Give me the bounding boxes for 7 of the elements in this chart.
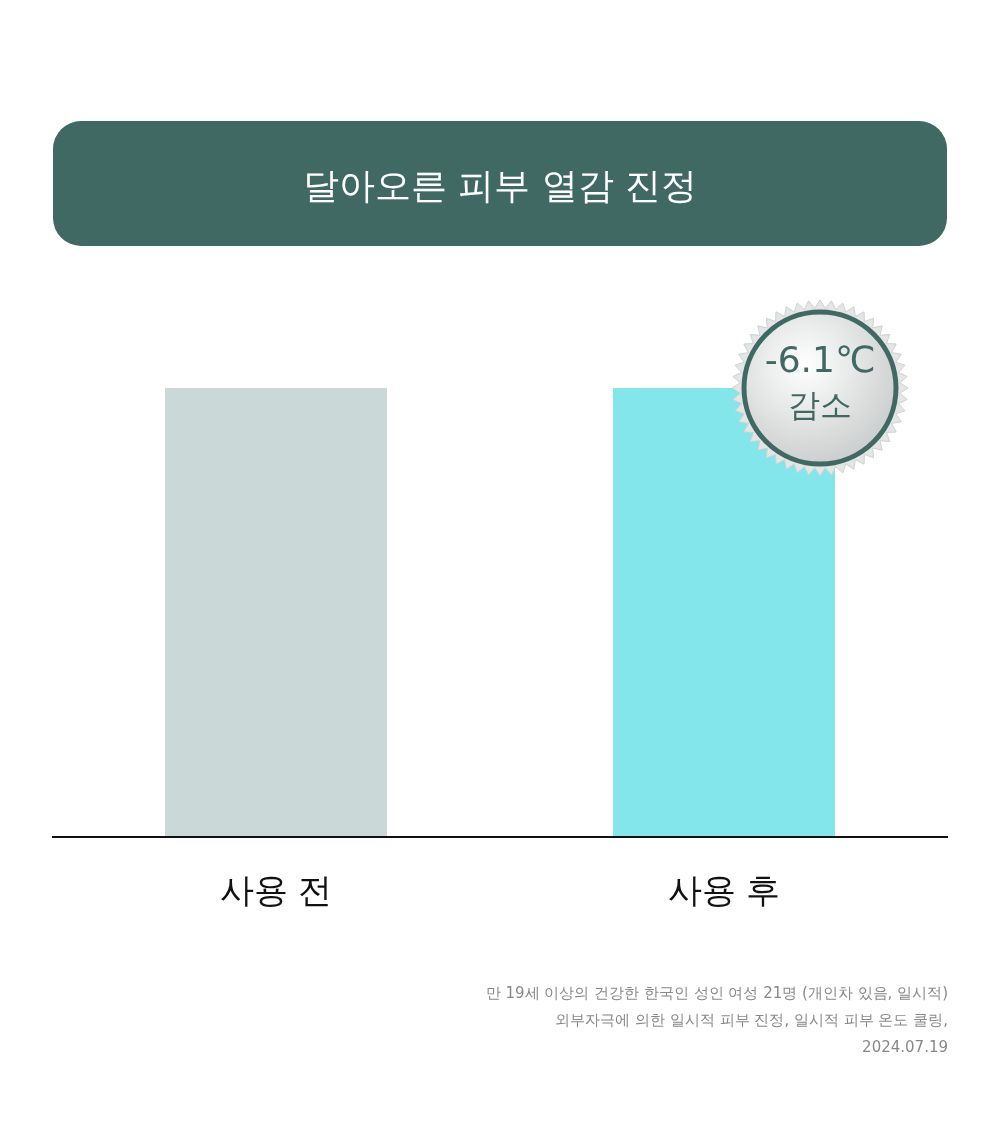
x-tick-label: 사용 전: [219, 870, 333, 910]
text: 만 19세 이상의 건강한 한국인 성인 여성 21명 (개인차 있음, 일시적): [485, 984, 948, 1002]
annotation: -6.1℃ 감소: [764, 339, 876, 424]
text: 2024.07.19: [862, 1038, 948, 1056]
text: 외부자극에 의한 일시적 피부 진정, 일시적 피부 온도 쿨링,: [555, 1011, 948, 1029]
chart-title: 달아오른 피부 열감 진정: [302, 165, 698, 206]
x-tick-label: 사용 후: [667, 870, 781, 910]
